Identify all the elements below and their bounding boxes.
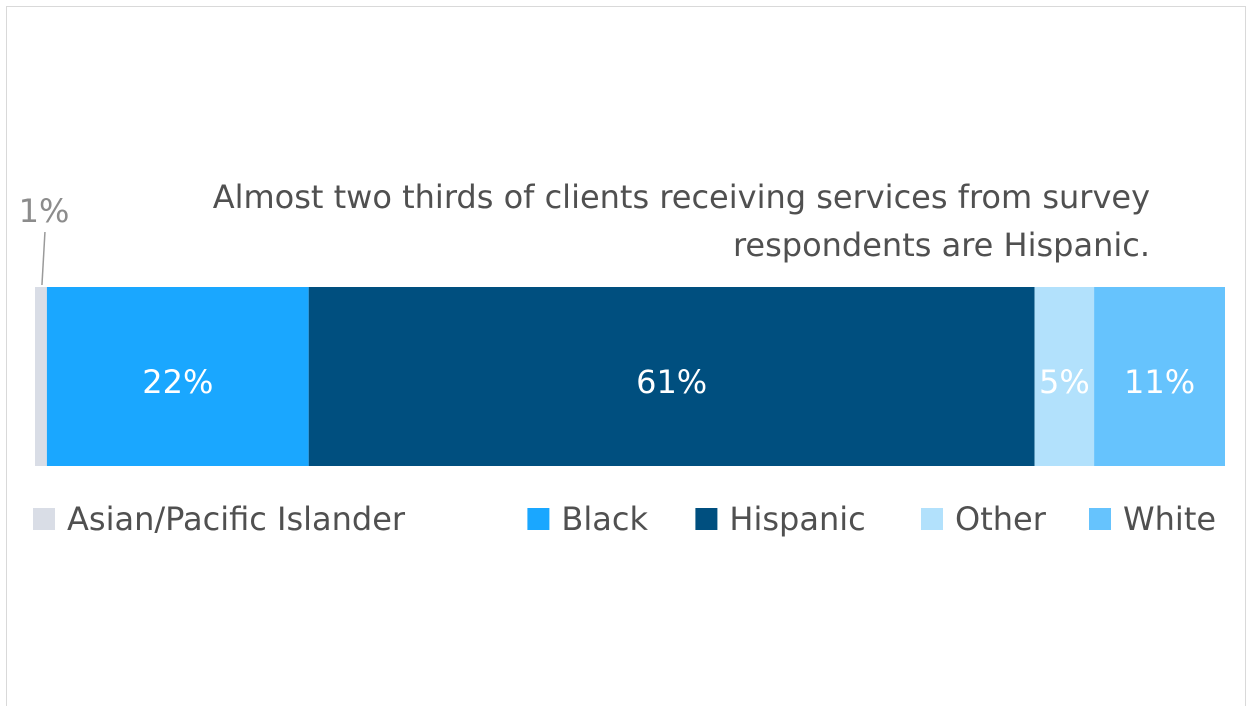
legend-label-hispanic: Hispanic — [729, 500, 865, 538]
legend-swatch-white — [1089, 508, 1111, 530]
chart-annotation: Almost two thirds of clients receiving s… — [213, 178, 1150, 264]
legend-label-white: White — [1123, 500, 1216, 538]
legend-label-other: Other — [955, 500, 1047, 538]
data-label-white: 11% — [1124, 363, 1195, 401]
legend-swatch-black — [527, 508, 550, 530]
leader-line-asian-pacific-islander — [41, 231, 46, 286]
chart-frame — [6, 6, 1246, 706]
legend: Asian/Pacific Islander Black Hispanic Other… — [33, 500, 1216, 538]
bar-segment-other — [1034, 287, 1095, 466]
bar-segment-hispanic — [308, 287, 1035, 466]
data-label-other: 5% — [1039, 363, 1090, 401]
legend-swatch-other — [921, 508, 943, 530]
legend-label-asian-pacific-islander: Asian/Pacific Islander — [67, 500, 406, 538]
data-labels: 1% 22% 61% 5% 11% — [19, 192, 1195, 401]
legend-swatch-hispanic — [695, 508, 718, 530]
bar-segment-black — [46, 287, 309, 466]
data-label-asian-pacific-islander: 1% — [19, 192, 70, 230]
annotation-line-2: respondents are Hispanic. — [733, 226, 1150, 264]
data-label-black: 22% — [142, 363, 213, 401]
annotation-line-1: Almost two thirds of clients receiving s… — [213, 178, 1150, 216]
bar-segment-white — [1094, 287, 1225, 466]
legend-label-black: Black — [561, 500, 648, 538]
legend-swatch-asian-pacific-islander — [33, 508, 55, 530]
bar-segments — [35, 287, 1225, 466]
data-label-hispanic: 61% — [636, 363, 707, 401]
bar-segment-asian-pacific-islander — [35, 287, 47, 466]
